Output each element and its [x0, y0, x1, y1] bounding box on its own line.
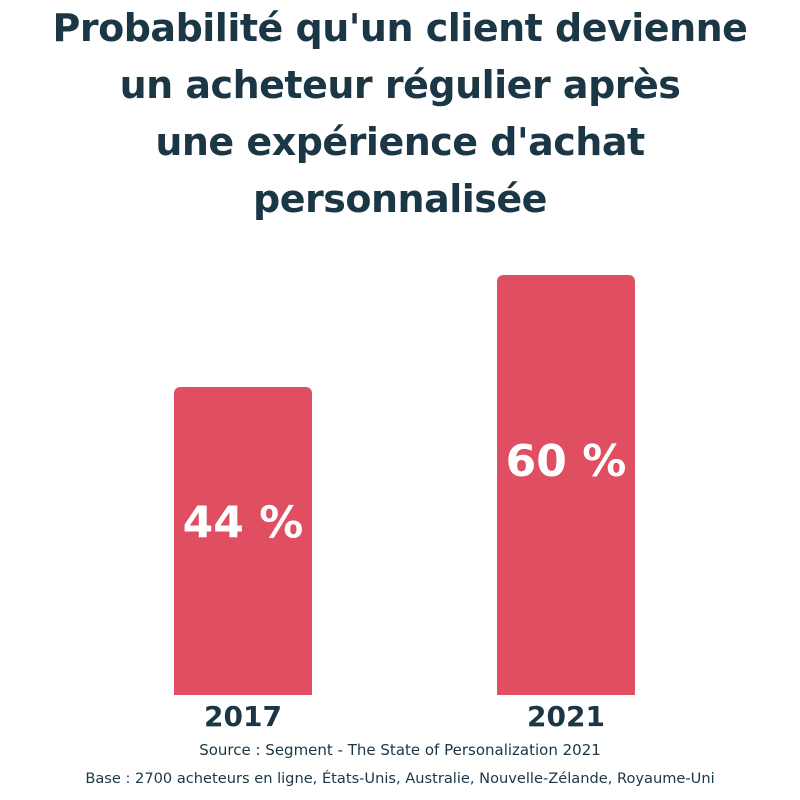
- source-note: Source : Segment - The State of Personal…: [199, 741, 601, 759]
- chart-title-line: personnalisée: [253, 177, 547, 221]
- x-tick-label-2017: 2017: [204, 700, 282, 733]
- bar-2021: [497, 275, 635, 695]
- chart-title: Probabilité qu'un client devienne un ach…: [0, 0, 800, 228]
- data-label-2021: 60 %: [506, 436, 627, 487]
- data-label-2017: 44 %: [183, 498, 304, 549]
- x-tick-label-2021: 2021: [527, 700, 605, 733]
- chart-title-line: Probabilité qu'un client devienne: [52, 6, 748, 50]
- bar-2017: [174, 387, 312, 695]
- chart-title-line: une expérience d'achat: [155, 120, 645, 164]
- chart-title-line: un acheteur régulier après: [119, 63, 681, 107]
- base-note: Base : 2700 acheteurs en ligne, États-Un…: [85, 770, 715, 787]
